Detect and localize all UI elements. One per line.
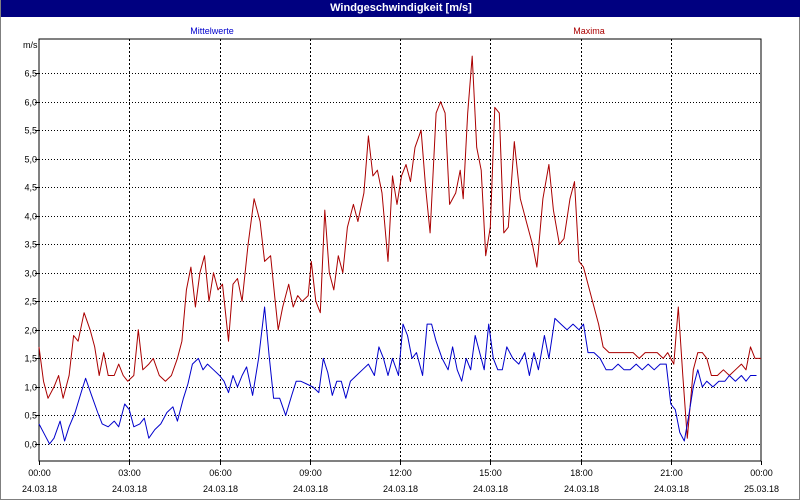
series-lines [38,55,761,445]
legend-mittelwerte: Mittelwerte [190,26,234,36]
x-tick-date: 24.03.18 [383,484,418,494]
y-tick-label: 0,0 [24,440,37,450]
y-tick-label: 6,0 [24,98,37,108]
y-tick-label: 1,5 [24,354,37,364]
y-axis-unit: m/s [23,40,38,50]
x-tick-date: 25.03.18 [744,484,779,494]
y-tick-label: 3,5 [24,240,37,250]
x-tick-time: 00:00 [750,468,773,478]
y-tick-label: 2,0 [24,326,37,336]
y-tick-label: 3,0 [24,269,37,279]
y-tick-label: 5,0 [24,155,37,165]
x-tick-time: 18:00 [570,468,593,478]
x-tick-time: 09:00 [299,468,322,478]
axis-labels: 0,0 0,5 1,0 1,5 2,0 2,5 3,0 3,5 4,0 4,5 5,0 5,5 6,0 6… [22,69,779,495]
x-tick-time: 21:00 [660,468,683,478]
y-tick-label: 1,0 [24,383,37,393]
y-tick-label: 4,0 [24,212,37,222]
plot-area [38,38,762,462]
y-tick-label: 5,5 [24,126,37,136]
y-tick-label: 0,5 [24,411,37,421]
x-tick-date: 24.03.18 [293,484,328,494]
y-tick-label: 4,5 [24,183,37,193]
y-tick-label: 2,5 [24,297,37,307]
series-line-maxima [38,55,761,439]
x-tick-date: 24.03.18 [22,484,57,494]
x-tick-date: 24.03.18 [473,484,508,494]
x-tick-time: 06:00 [209,468,232,478]
x-tick-date: 24.03.18 [203,484,238,494]
x-tick-time: 00:00 [28,468,51,478]
x-tick-date: 24.03.18 [654,484,689,494]
x-tick-time: 03:00 [118,468,141,478]
x-tick-time: 15:00 [479,468,502,478]
y-tick-label: 6,5 [24,69,37,79]
window-title: Windgeschwindigkeit [m/s] [1,0,800,17]
x-tick-date: 24.03.18 [564,484,599,494]
series-line-mittelwerte [38,306,757,445]
x-tick-date: 24.03.18 [112,484,147,494]
x-tick-time: 12:00 [389,468,412,478]
legend-maxima: Maxima [573,26,605,36]
